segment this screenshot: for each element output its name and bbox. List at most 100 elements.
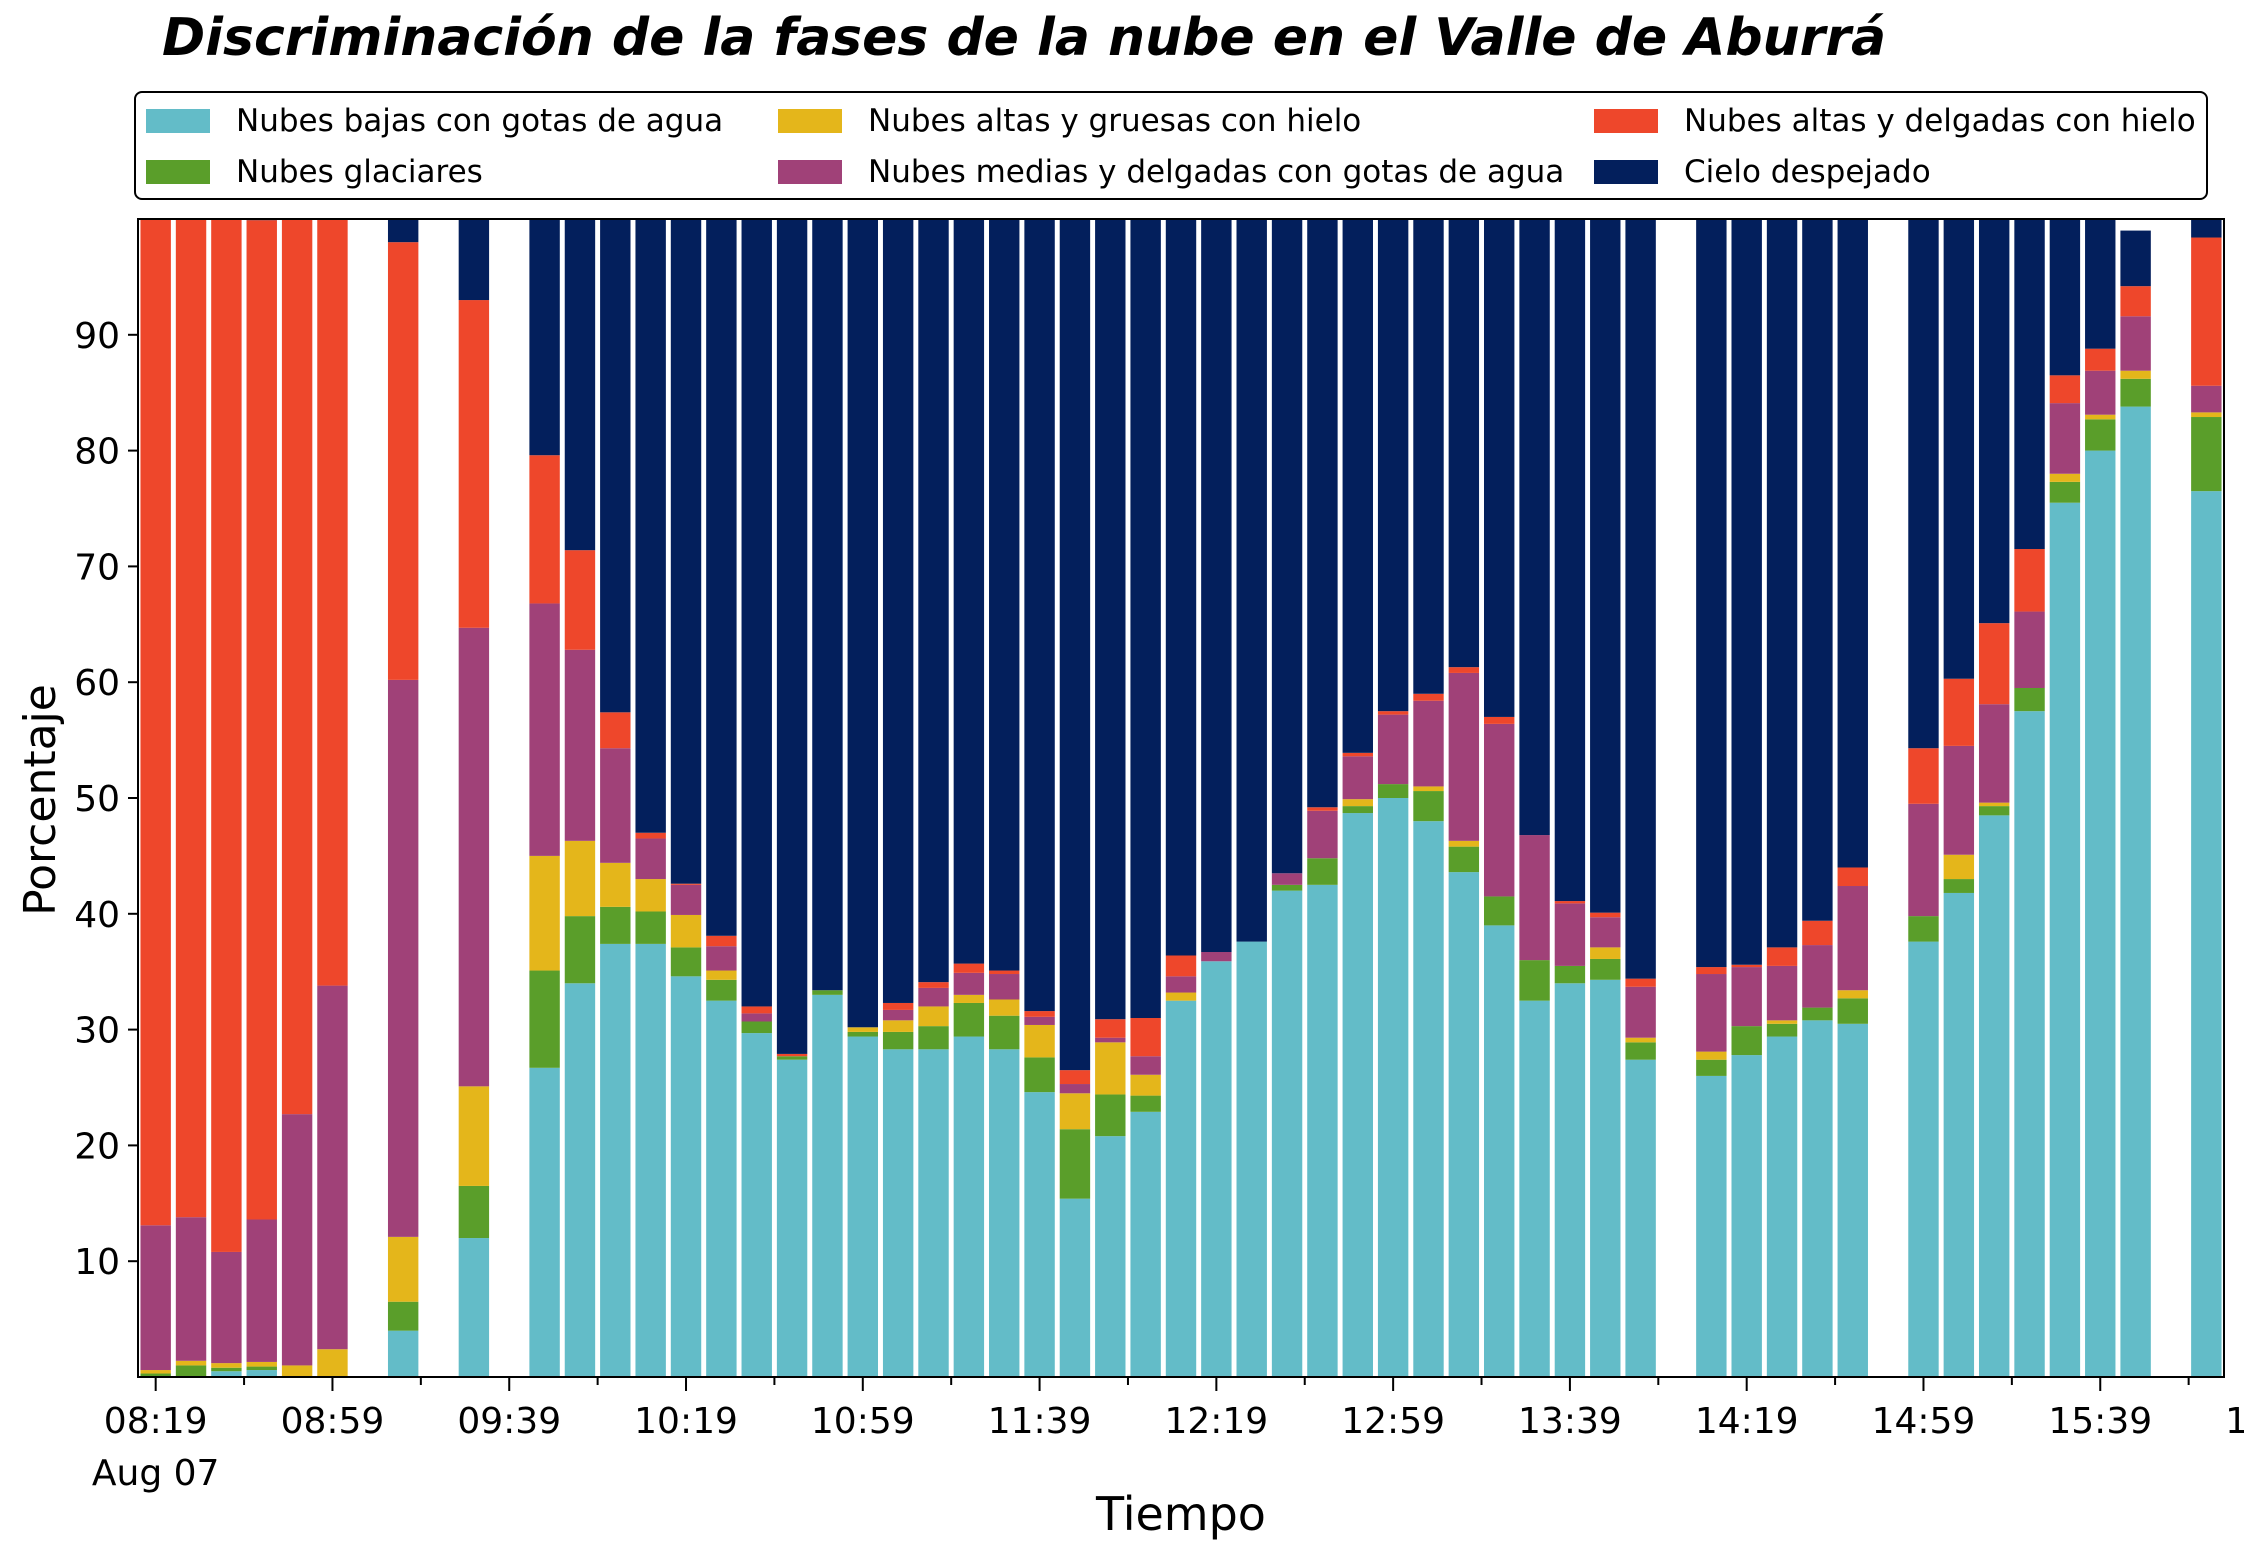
bar-segment (317, 985, 348, 1350)
bar-segment (670, 976, 702, 1377)
bar-segment (918, 1006, 949, 1027)
bar-segment (1130, 1111, 1161, 1377)
bar-segment (670, 219, 702, 884)
bar-segment (564, 550, 596, 650)
bar-segment (1271, 873, 1303, 885)
bar-segment (1731, 1055, 1762, 1377)
bar-segment (2120, 378, 2151, 407)
bar-segment (2014, 711, 2045, 1377)
bar-segment (1590, 219, 1621, 913)
bar-segment (1554, 901, 1586, 904)
bar-segment (2120, 286, 2151, 317)
bar-segment (989, 1049, 1020, 1377)
bar-segment (2120, 316, 2151, 371)
bar-segment (1413, 821, 1444, 1377)
bar-segment (882, 1002, 914, 1010)
bar-segment (1095, 1136, 1126, 1377)
bar-segment (140, 219, 171, 1226)
bar-segment (989, 219, 1020, 971)
bar-segment (1130, 1018, 1161, 1057)
bar-segment (2049, 403, 2081, 474)
bar-segment (1059, 1129, 1091, 1199)
bar-segment (246, 1361, 277, 1367)
bar-segment (1943, 879, 1975, 893)
bar-segment (918, 987, 949, 1007)
bar-segment (2014, 687, 2045, 712)
bar-segment (1943, 745, 1975, 855)
legend-label: Nubes bajas con gotas de agua (236, 103, 724, 139)
x-tick-label: 09:39 (457, 1401, 561, 1442)
bar-segment (847, 1031, 878, 1037)
bar-segment (458, 300, 490, 628)
bar-segment (1590, 947, 1621, 959)
bar-segment (564, 840, 596, 917)
bar-segment (1837, 990, 1868, 999)
bar-segment (670, 914, 702, 948)
bar-segment (529, 970, 560, 1068)
bar-segment (1908, 941, 1939, 1377)
bars-group (140, 219, 2222, 1378)
bar-segment (1165, 992, 1197, 1001)
bar-segment (2120, 230, 2151, 287)
bar-segment (1201, 961, 1232, 1377)
legend-label: Nubes medias y delgadas con gotas de agu… (868, 154, 1565, 190)
bar-segment (1696, 219, 1727, 968)
bar-segment (2014, 611, 2045, 688)
bar-segment (1165, 1000, 1197, 1377)
bar-segment (918, 982, 949, 988)
axes-group: 10 20 30 40 50 60 70 80 90 08:19 Aug 07 08:59 09:39 1… (74, 218, 2244, 1494)
bar-segment (1766, 965, 1798, 1021)
bar-segment (1095, 1019, 1126, 1038)
bar-segment (2049, 481, 2081, 503)
bar-segment (1519, 835, 1550, 961)
bar-segment (776, 1059, 808, 1377)
bar-segment (953, 972, 985, 995)
x-tick-label: 08:59 (281, 1401, 385, 1442)
bar-segment (281, 219, 313, 1115)
bar-segment (741, 1033, 772, 1377)
bar-segment (953, 1002, 985, 1037)
bar-segment (918, 1026, 949, 1050)
bar-segment (458, 627, 490, 1087)
bar-segment (1236, 941, 1267, 1377)
y-tick-label: 90 (74, 316, 120, 357)
bar-segment (847, 1036, 878, 1377)
y-tick-label: 70 (74, 547, 120, 588)
bar-segment (635, 219, 666, 833)
bar-segment (458, 1086, 490, 1186)
bar-segment (529, 455, 560, 604)
bar-segment (246, 1366, 277, 1371)
x-tick-label: 10:19 (634, 1401, 738, 1442)
bar-segment (635, 943, 666, 1377)
bar-segment (211, 1371, 242, 1377)
bar-segment (1024, 219, 1055, 1012)
bar-segment (1377, 798, 1409, 1377)
bar-segment (211, 1363, 242, 1368)
bar-segment (1484, 723, 1515, 897)
bar-segment (2085, 419, 2116, 451)
bar-segment (1625, 1042, 1656, 1060)
bar-segment (1271, 884, 1303, 891)
bar-segment (1731, 967, 1762, 1027)
bar-segment (1307, 858, 1338, 885)
bar-segment (1802, 920, 1833, 946)
bar-segment (1943, 854, 1975, 880)
bar-segment (600, 712, 631, 749)
legend-item: Nubes medias y delgadas con gotas de agu… (778, 154, 1564, 190)
bar-segment (1059, 1084, 1091, 1094)
bar-segment (2085, 414, 2116, 420)
bar-segment (1377, 219, 1409, 712)
bar-segment (1802, 945, 1833, 1008)
bar-segment (1696, 1075, 1727, 1377)
bar-segment (1731, 964, 1762, 968)
bar-segment (387, 1301, 419, 1331)
bar-segment (1978, 219, 2010, 624)
legend-swatch (146, 160, 210, 184)
bar-segment (812, 990, 843, 995)
y-tick-label: 80 (74, 432, 120, 473)
bar-segment (1766, 1036, 1798, 1377)
bar-segment (1590, 912, 1621, 918)
bar-segment (989, 999, 1020, 1016)
bar-segment (989, 970, 1020, 975)
